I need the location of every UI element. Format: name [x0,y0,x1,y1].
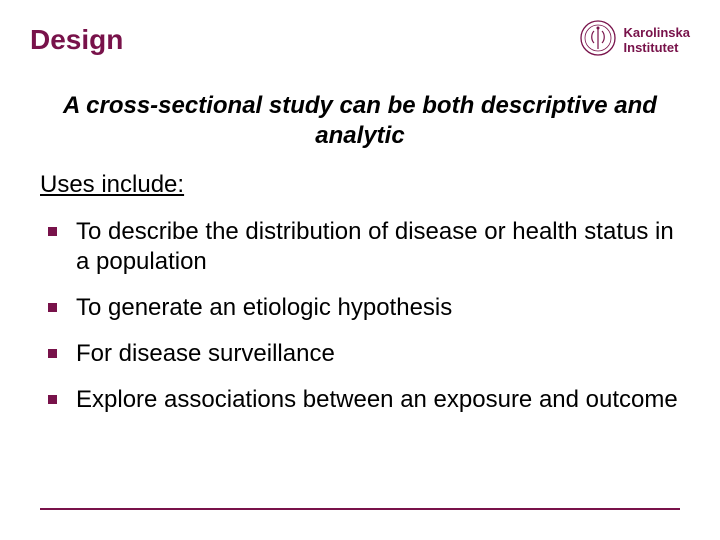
brand-name: Karolinska Institutet [624,26,690,55]
list-item: For disease surveillance [44,339,690,369]
slide-header: Design Karolinska Institutet [30,18,690,63]
list-item: Explore associations between an exposure… [44,385,690,415]
karolinska-seal-icon [578,18,618,63]
list-item: To describe the distribution of disease … [44,217,690,277]
uses-heading: Uses include: [40,171,690,199]
footer-divider [40,508,680,510]
bullet-list: To describe the distribution of disease … [44,217,690,415]
brand-name-line1: Karolinska [624,26,690,40]
list-item: To generate an etiologic hypothesis [44,293,690,323]
slide-subtitle: A cross-sectional study can be both desc… [50,91,670,151]
slide-title: Design [30,24,123,56]
brand-logo: Karolinska Institutet [578,18,690,63]
brand-name-line2: Institutet [624,41,690,55]
